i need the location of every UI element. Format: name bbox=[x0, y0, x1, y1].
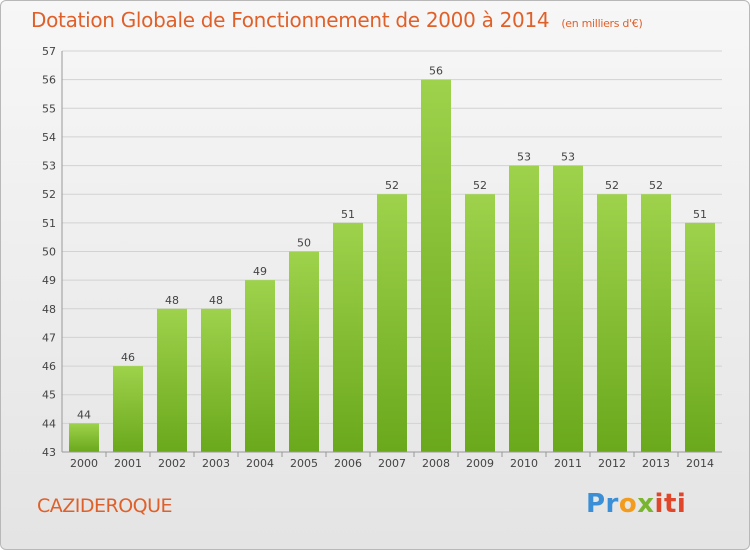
data-label: 44 bbox=[77, 408, 91, 421]
bar bbox=[245, 280, 275, 452]
y-tick-label: 47 bbox=[42, 331, 56, 344]
data-label: 52 bbox=[385, 179, 399, 192]
y-tick-label: 57 bbox=[42, 45, 56, 58]
x-tick-label: 2007 bbox=[378, 457, 406, 470]
bar bbox=[553, 165, 583, 453]
proxiti-logo: Proxiti bbox=[586, 489, 686, 519]
bar bbox=[421, 79, 451, 453]
bar bbox=[113, 366, 143, 452]
bar bbox=[685, 222, 715, 452]
logo-part-2: o bbox=[618, 489, 638, 519]
logo-part-3: x bbox=[637, 489, 655, 519]
bar bbox=[201, 308, 231, 452]
x-tick-label: 2003 bbox=[202, 457, 230, 470]
axes: 43 44 45 46 47 48 49 50 51 52 53 54 55 56 57 2000 2001 20… bbox=[42, 45, 722, 470]
y-tick-label: 45 bbox=[42, 389, 56, 402]
commune-name: CAZIDEROQUE bbox=[37, 495, 173, 517]
bar bbox=[333, 222, 363, 452]
y-tick-label: 54 bbox=[42, 131, 56, 144]
x-tick-label: 2014 bbox=[686, 457, 714, 470]
x-tick-label: 2008 bbox=[422, 457, 450, 470]
logo-part-1: Pr bbox=[586, 489, 619, 519]
bars: 44 46 48 48 49 50 51 52 56 52 53 53 52 52 51 bbox=[69, 65, 715, 453]
logo-part-4: iti bbox=[654, 489, 687, 519]
x-tick-label: 2010 bbox=[510, 457, 538, 470]
data-label: 48 bbox=[165, 294, 179, 307]
y-tick-label: 55 bbox=[42, 102, 56, 115]
y-tick-label: 49 bbox=[42, 274, 56, 287]
chart-subtitle: (en milliers d'€) bbox=[561, 17, 643, 30]
x-tick-label: 2011 bbox=[554, 457, 582, 470]
y-tick-label: 44 bbox=[42, 417, 56, 430]
bar bbox=[509, 165, 539, 453]
bar bbox=[157, 308, 187, 452]
bar bbox=[597, 194, 627, 452]
data-label: 48 bbox=[209, 294, 223, 307]
x-tick-label: 2013 bbox=[642, 457, 670, 470]
data-label: 52 bbox=[605, 179, 619, 192]
data-label: 53 bbox=[561, 151, 575, 164]
x-tick-label: 2005 bbox=[290, 457, 318, 470]
data-label: 53 bbox=[517, 151, 531, 164]
data-label: 46 bbox=[121, 351, 135, 364]
y-tick-label: 50 bbox=[42, 246, 56, 259]
title-text: Dotation Globale de Fonctionnement de 20… bbox=[31, 8, 550, 32]
x-tick-label: 2004 bbox=[246, 457, 274, 470]
y-tick-label: 52 bbox=[42, 188, 56, 201]
bar bbox=[69, 423, 99, 452]
bar bbox=[465, 194, 495, 452]
y-tick-label: 56 bbox=[42, 74, 56, 87]
data-label: 56 bbox=[429, 65, 443, 78]
data-label: 49 bbox=[253, 265, 267, 278]
y-tick-label: 48 bbox=[42, 303, 56, 316]
data-label: 50 bbox=[297, 237, 311, 250]
bar bbox=[289, 251, 319, 452]
bar bbox=[377, 194, 407, 452]
y-tick-label: 51 bbox=[42, 217, 56, 230]
data-label: 51 bbox=[341, 208, 355, 221]
x-tick-label: 2000 bbox=[70, 457, 98, 470]
x-tick-label: 2002 bbox=[158, 457, 186, 470]
y-tick-label: 53 bbox=[42, 160, 56, 173]
bar bbox=[641, 194, 671, 452]
y-tick-label: 43 bbox=[42, 446, 56, 459]
x-tick-label: 2012 bbox=[598, 457, 626, 470]
x-tick-label: 2009 bbox=[466, 457, 494, 470]
data-label: 51 bbox=[693, 208, 707, 221]
data-label: 52 bbox=[649, 179, 663, 192]
chart-title: Dotation Globale de Fonctionnement de 20… bbox=[31, 8, 643, 32]
data-label: 52 bbox=[473, 179, 487, 192]
x-tick-label: 2006 bbox=[334, 457, 362, 470]
x-tick-label: 2001 bbox=[114, 457, 142, 470]
y-tick-label: 46 bbox=[42, 360, 56, 373]
